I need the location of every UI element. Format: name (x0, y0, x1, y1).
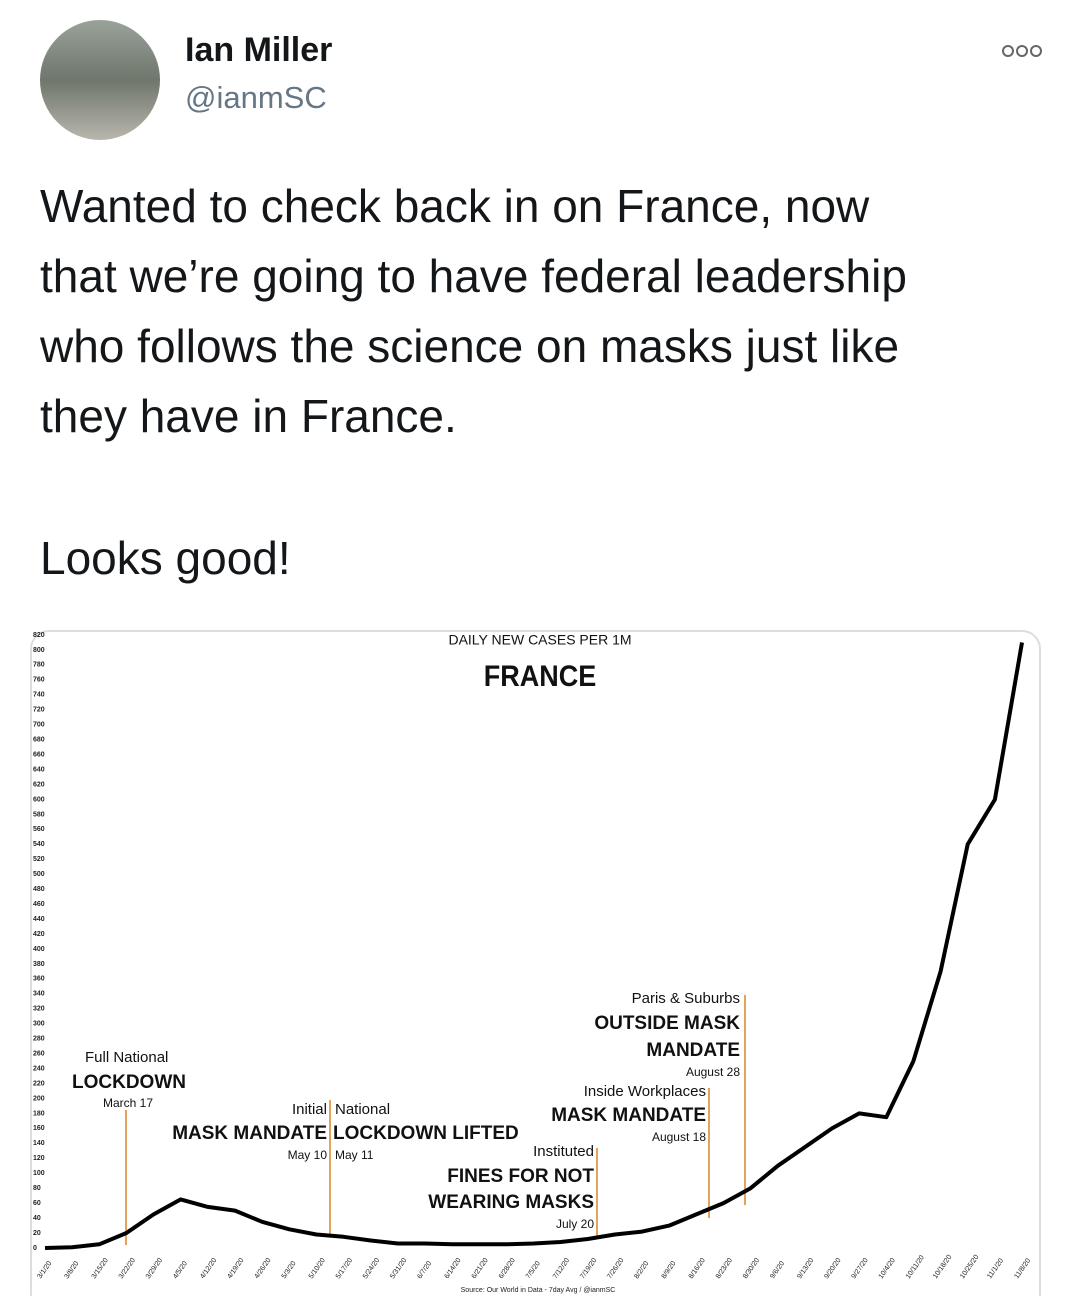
y-tick-label: 0 (33, 1245, 37, 1252)
y-tick-label: 60 (33, 1200, 41, 1207)
annotation-text: Initial (292, 1101, 327, 1118)
annotation-text: MASK MANDATE (551, 1105, 706, 1126)
y-tick-label: 780 (33, 662, 45, 669)
y-tick-label: 360 (33, 976, 45, 983)
y-tick-label: 740 (33, 692, 45, 699)
tweet-line: they have in France. (40, 390, 457, 442)
y-tick-label: 640 (33, 766, 45, 773)
chart-frame (30, 630, 1041, 1301)
y-tick-label: 600 (33, 796, 45, 803)
y-tick-label: 180 (33, 1110, 45, 1117)
y-tick-label: 80 (33, 1185, 41, 1192)
annotation-text: Instituted (533, 1143, 594, 1160)
y-tick-label: 340 (33, 991, 45, 998)
y-tick-label: 20 (33, 1230, 41, 1237)
annotation-text: National (335, 1101, 390, 1118)
annotation-text: LOCKDOWN LIFTED (333, 1123, 519, 1144)
chart-subtitle: DAILY NEW CASES PER 1M (448, 632, 631, 648)
tweet-line: Looks good! (40, 532, 291, 584)
annotation-text: August 28 (686, 1065, 740, 1079)
chart-source: Source: Our World in Data - 7day Avg / @… (461, 1287, 616, 1294)
y-tick-label: 480 (33, 886, 45, 893)
y-tick-label: 560 (33, 826, 45, 833)
annotation-text: March 17 (103, 1096, 153, 1110)
tweet-text: Wanted to check back in on France, now th… (39, 180, 907, 584)
y-tick-label: 680 (33, 737, 45, 744)
y-tick-label: 100 (33, 1170, 45, 1177)
annotation-text: OUTSIDE MASK (594, 1013, 740, 1034)
annotation-text: WEARING MASKS (428, 1192, 594, 1213)
tweet-line: who follows the science on masks just li… (39, 320, 899, 372)
tweet-line: that we’re going to have federal leaders… (40, 250, 907, 302)
y-tick-label: 580 (33, 811, 45, 818)
annotation-text: Paris & Suburbs (632, 990, 740, 1007)
annotation-text: May 10 (288, 1148, 328, 1162)
y-tick-label: 820 (33, 632, 45, 639)
y-tick-label: 720 (33, 707, 45, 714)
y-tick-label: 760 (33, 677, 45, 684)
y-tick-label: 700 (33, 722, 45, 729)
y-tick-label: 280 (33, 1036, 45, 1043)
y-tick-label: 200 (33, 1095, 45, 1102)
y-tick-label: 240 (33, 1065, 45, 1072)
annotation-text: May 11 (335, 1148, 374, 1162)
y-tick-label: 380 (33, 961, 45, 968)
display-name[interactable]: Ian Miller (185, 31, 332, 69)
y-tick-label: 800 (33, 647, 45, 654)
y-tick-label: 120 (33, 1155, 45, 1162)
annotation-text: August 18 (652, 1130, 706, 1144)
annotation-text: Inside Workplaces (584, 1083, 706, 1100)
y-tick-label: 400 (33, 946, 45, 953)
y-tick-label: 520 (33, 856, 45, 863)
tweet-line: Wanted to check back in on France, now (40, 180, 870, 232)
annotation-text: Full National (85, 1049, 168, 1066)
y-tick-label: 420 (33, 931, 45, 938)
y-tick-label: 440 (33, 916, 45, 923)
annotation-text: FINES FOR NOT (447, 1166, 594, 1187)
y-tick-label: 540 (33, 841, 45, 848)
y-tick-label: 40 (33, 1215, 41, 1222)
y-tick-label: 220 (33, 1080, 45, 1087)
annotation-text: LOCKDOWN (72, 1072, 186, 1093)
y-tick-label: 460 (33, 901, 45, 908)
y-tick-label: 500 (33, 871, 45, 878)
y-tick-label: 300 (33, 1021, 45, 1028)
y-tick-label: 660 (33, 751, 45, 758)
avatar[interactable] (40, 20, 160, 140)
y-tick-label: 620 (33, 781, 45, 788)
annotation-text: MASK MANDATE (172, 1123, 327, 1144)
more-menu[interactable] (1002, 45, 1042, 57)
y-tick-label: 140 (33, 1140, 45, 1147)
annotation-text: MANDATE (646, 1040, 740, 1061)
y-tick-label: 320 (33, 1006, 45, 1013)
data-line (44, 642, 1024, 1250)
annotation-text: July 20 (556, 1217, 594, 1231)
handle[interactable]: @ianmSC (185, 80, 327, 115)
chart-title: FRANCE (484, 660, 596, 694)
y-tick-label: 160 (33, 1125, 45, 1132)
y-tick-label: 260 (33, 1050, 45, 1057)
